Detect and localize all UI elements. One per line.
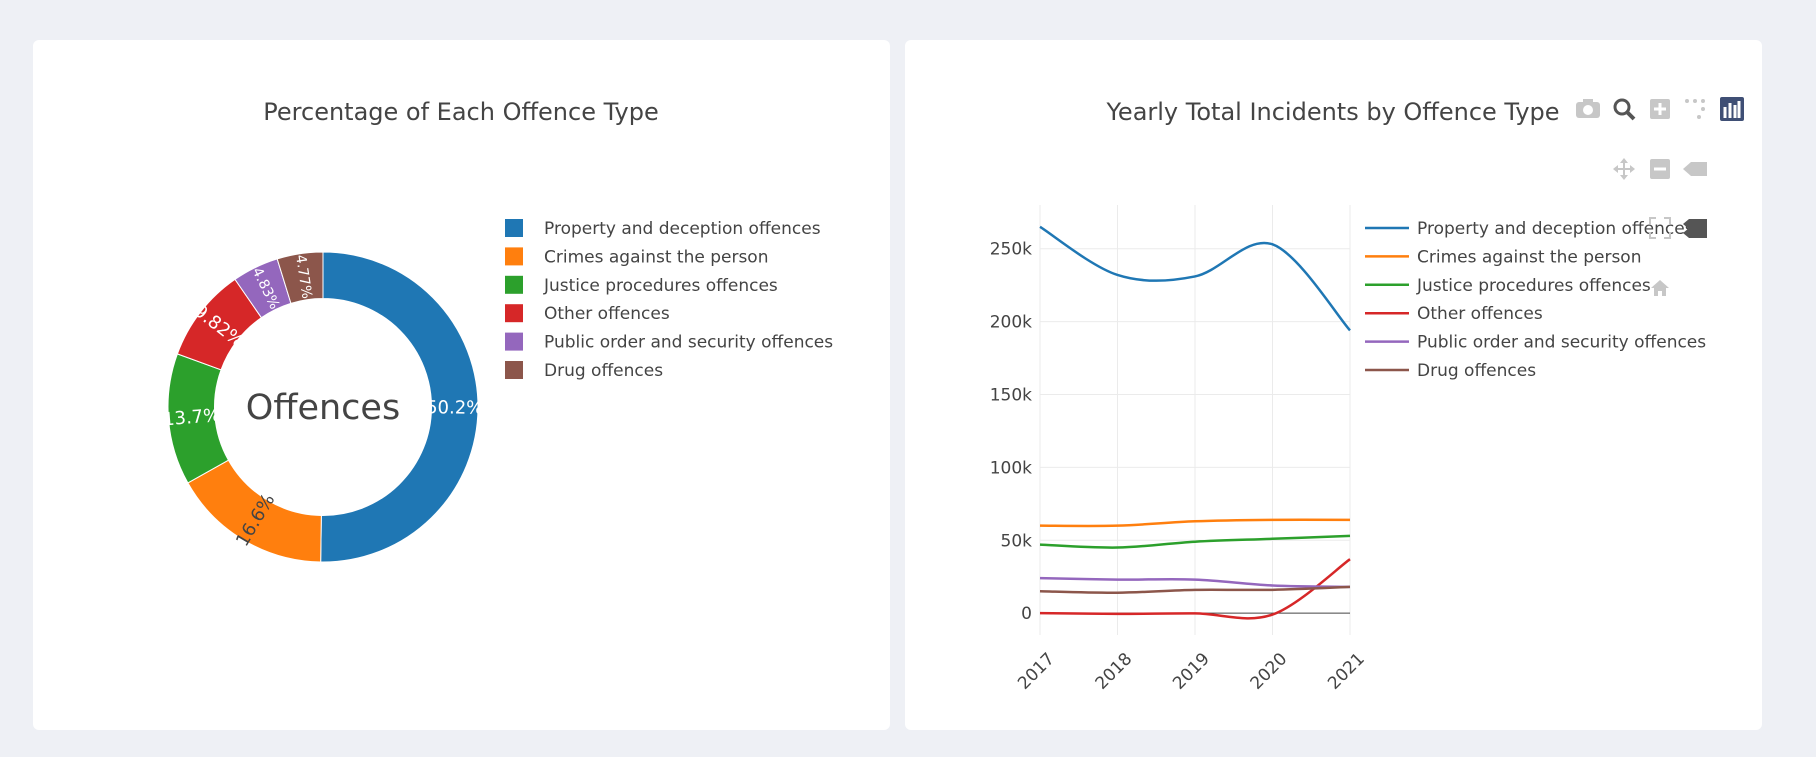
- line-legend-item[interactable]: Drug offences: [1365, 361, 1536, 381]
- line-legend-label: Other offences: [1417, 304, 1543, 324]
- series-line[interactable]: [1039, 518, 1351, 528]
- pie-slice[interactable]: [320, 251, 479, 563]
- pie-legend-item[interactable]: Drug offences: [505, 361, 663, 381]
- pie-value-label: 4.77%: [292, 254, 314, 300]
- pie-legend-label: Crimes against the person: [544, 247, 769, 267]
- line-legend-label: Crimes against the person: [1417, 247, 1642, 267]
- line-legend-label: Property and deception offences: [1417, 219, 1694, 239]
- x-tick-label: 2018: [1092, 649, 1137, 694]
- x-tick-label: 2017: [1014, 649, 1059, 694]
- zoom-icon[interactable]: Zoom: [1613, 98, 1636, 121]
- series-line[interactable]: [1039, 585, 1351, 595]
- line-legend-item[interactable]: Property and deception offences: [1365, 219, 1694, 239]
- zoom-out-icon[interactable]: Zoom out: [1650, 159, 1670, 179]
- y-tick-label: 150k: [990, 385, 1032, 405]
- x-tick-label: 2019: [1169, 649, 1214, 694]
- line-legend-item[interactable]: Crimes against the person: [1365, 247, 1642, 267]
- y-tick-label: 200k: [990, 313, 1032, 333]
- series-line[interactable]: [1039, 558, 1351, 620]
- y-tick-label: 250k: [990, 240, 1032, 260]
- pie-legend-item[interactable]: Other offences: [505, 304, 670, 324]
- hover-closest-icon[interactable]: Show closest data on hover: [1683, 162, 1707, 176]
- pie-center-label: Offences: [246, 388, 400, 428]
- pie-title: Percentage of Each Offence Type: [263, 98, 658, 126]
- line-legend-item[interactable]: Public order and security offences: [1365, 333, 1706, 353]
- pie-legend-label: Justice procedures offences: [543, 276, 778, 296]
- line-legend: Property and deception offences Crimes ag…: [1365, 219, 1706, 381]
- pie-legend-label: Drug offences: [544, 361, 663, 381]
- pie-legend: Property and deception offences Crimes ag…: [505, 219, 833, 381]
- line-chart-card: Yearly Total Incidents by Offence Type 0 5…: [905, 40, 1762, 730]
- y-tick-label: 50k: [1001, 531, 1033, 551]
- camera-icon[interactable]: Download plot as a png: [1576, 99, 1600, 118]
- legend-swatch: [505, 275, 523, 294]
- line-title: Yearly Total Incidents by Offence Type: [1105, 98, 1559, 126]
- pie-legend-label: Public order and security offences: [544, 333, 833, 353]
- pie-chart-card: Percentage of Each Offence Type 50.2% 16.6…: [33, 40, 890, 730]
- series-line[interactable]: [1039, 225, 1351, 332]
- line-legend-label: Justice procedures offences: [1416, 276, 1651, 296]
- pie-legend-label: Other offences: [544, 304, 670, 324]
- reset-axes-icon[interactable]: Reset axes: [1651, 280, 1669, 296]
- pie-value-label: 50.2%: [426, 397, 483, 418]
- y-tick-label: 100k: [990, 458, 1032, 478]
- pan-icon[interactable]: Pan: [1613, 158, 1635, 180]
- legend-swatch: [505, 247, 523, 266]
- line-chart: Yearly Total Incidents by Offence Type 0 5…: [990, 97, 1744, 694]
- legend-swatch: [505, 304, 523, 323]
- series-lines: [1039, 225, 1351, 620]
- hover-compare-icon[interactable]: Compare data on hover: [1683, 219, 1707, 238]
- legend-swatch: [505, 361, 523, 379]
- pie-legend-item[interactable]: Property and deception offences: [505, 219, 821, 239]
- pie-slices: [167, 251, 479, 563]
- series-line[interactable]: [1039, 576, 1351, 589]
- autoscale-icon[interactable]: Autoscale: [1649, 217, 1671, 239]
- lasso-icon[interactable]: Lasso select: [1685, 99, 1705, 119]
- pie-legend-item[interactable]: Public order and security offences: [505, 332, 833, 353]
- pie-chart: Percentage of Each Offence Type50.2%16.6…: [162, 98, 833, 563]
- series-line[interactable]: [1039, 534, 1351, 549]
- legend-swatch: [505, 219, 523, 237]
- line-legend-label: Drug offences: [1417, 361, 1536, 381]
- x-tick-label: 2020: [1247, 649, 1292, 694]
- pie-slice[interactable]: [276, 251, 324, 304]
- pie-value-label: 13.7%: [162, 405, 221, 431]
- line-legend-label: Public order and security offences: [1417, 333, 1706, 353]
- x-tick-label: 2021: [1324, 649, 1369, 694]
- plotly-logo-icon[interactable]: Produced with Plotly: [1720, 97, 1744, 121]
- legend-swatch: [505, 332, 523, 351]
- line-legend-item[interactable]: Justice procedures offences: [1365, 276, 1651, 296]
- pie-legend-item[interactable]: Crimes against the person: [505, 247, 769, 267]
- pie-legend-item[interactable]: Justice procedures offences: [505, 275, 778, 296]
- zoom-in-icon[interactable]: Zoom in: [1650, 99, 1670, 119]
- y-tick-label: 0: [1021, 604, 1032, 624]
- pie-legend-label: Property and deception offences: [544, 219, 821, 239]
- modebar: Download plot as a png Zoom Zoom in Lasso s…: [1576, 97, 1744, 296]
- line-legend-item[interactable]: Other offences: [1365, 304, 1543, 324]
